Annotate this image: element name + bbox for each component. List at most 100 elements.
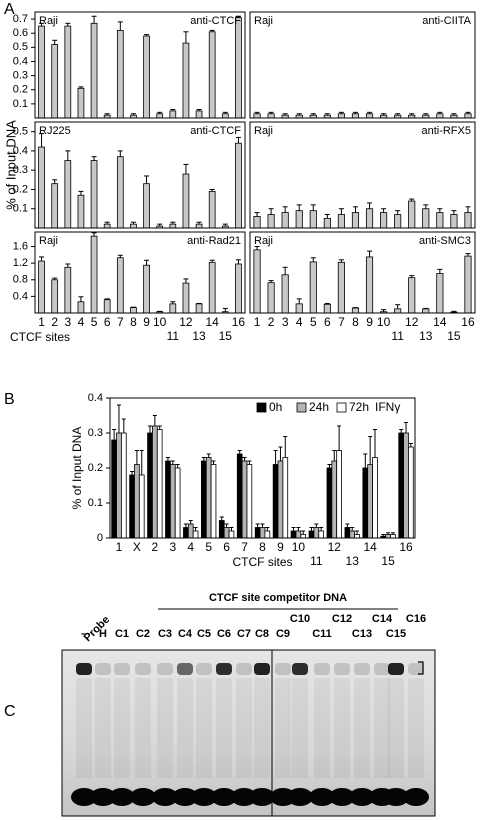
bar — [208, 261, 216, 314]
x-tick-label: 15 — [447, 329, 461, 343]
bar — [235, 17, 242, 119]
bar — [267, 214, 275, 229]
x-tick-label: 8 — [130, 315, 137, 329]
x-tick-label: 4 — [187, 540, 194, 554]
lane-label: C7 — [237, 628, 251, 640]
bar — [223, 527, 230, 539]
bar — [253, 249, 261, 314]
y-tick-label: 0.4 — [13, 145, 28, 157]
free-probe-band — [329, 788, 355, 806]
y-tick-label: 0.1 — [13, 98, 28, 110]
lane-label: C11 — [312, 628, 332, 640]
bar — [38, 146, 45, 229]
y-tick-label: 0.2 — [88, 462, 103, 474]
x-tick-label: 11 — [167, 329, 180, 343]
x-tick-label: 1 — [116, 540, 123, 554]
smear — [408, 678, 424, 778]
bar — [182, 173, 190, 229]
bar — [464, 255, 472, 314]
shifted-band — [114, 663, 130, 675]
bar — [143, 35, 150, 119]
bar — [337, 214, 345, 229]
lane-label: C15 — [386, 628, 406, 640]
bar — [308, 530, 315, 539]
bar — [77, 194, 85, 229]
plot-frame — [249, 11, 476, 119]
x-tick-label: 7 — [241, 540, 248, 554]
lane-label: C14 — [372, 613, 393, 625]
x-tick-label: 12 — [328, 540, 342, 554]
panel-label: A — [4, 1, 15, 18]
lane-label: C16 — [406, 613, 426, 625]
x-tick-label: 7 — [117, 315, 124, 329]
bar — [147, 432, 153, 539]
panel-label: C — [4, 703, 16, 720]
x-axis-label: CTCF sites — [233, 555, 293, 569]
smear — [95, 678, 111, 778]
bar — [208, 190, 216, 229]
plot-frame — [109, 397, 416, 539]
bar — [64, 25, 72, 119]
y-tick-label: 0.5 — [13, 126, 28, 138]
smear — [216, 678, 232, 778]
bar — [408, 446, 414, 539]
lane-label: C13 — [352, 628, 372, 640]
legend-title: IFNγ — [375, 400, 400, 414]
bar — [323, 303, 331, 314]
bar — [152, 425, 158, 539]
bar — [156, 429, 163, 539]
bar — [337, 261, 345, 314]
bar — [187, 523, 194, 539]
antibody-label: anti-SMC3 — [419, 235, 471, 247]
bar — [464, 113, 472, 119]
x-tick-label: 1 — [38, 315, 45, 329]
antibody-label: anti-RFX5 — [421, 125, 471, 137]
bar — [130, 223, 137, 229]
bar — [235, 263, 242, 314]
bar — [174, 467, 181, 539]
bar — [195, 223, 203, 229]
bar — [372, 457, 378, 539]
bar — [165, 460, 171, 539]
shifted-band — [76, 663, 92, 675]
y-tick-label: 0.5 — [13, 41, 28, 53]
x-tick-label: 7 — [338, 315, 345, 329]
lane-label: C9 — [276, 628, 290, 640]
legend-swatch — [336, 402, 347, 413]
bar — [394, 214, 402, 229]
free-probe-band — [231, 788, 257, 806]
x-tick-label: 15 — [219, 329, 233, 343]
bar — [264, 530, 271, 539]
x-tick-label: 8 — [259, 540, 266, 554]
bar — [281, 212, 289, 229]
bar — [116, 29, 124, 119]
shifted-band — [388, 663, 404, 675]
free-probe-band — [211, 788, 237, 806]
bar — [241, 460, 248, 539]
x-tick-label: 13 — [346, 554, 360, 568]
x-tick-label: 4 — [296, 315, 303, 329]
bar — [259, 527, 266, 539]
panel-label: B — [4, 391, 15, 408]
bar — [169, 464, 176, 539]
bar — [183, 527, 189, 539]
y-tick-label: 0.2 — [13, 183, 28, 195]
smear — [196, 678, 212, 778]
bar — [326, 467, 333, 539]
y-tick-label: 0.1 — [88, 497, 103, 509]
bar — [351, 113, 360, 119]
smear — [135, 678, 151, 778]
bar — [77, 301, 85, 314]
bar — [367, 464, 373, 539]
bar — [281, 274, 289, 314]
bar — [365, 256, 374, 314]
x-tick-label: 9 — [143, 315, 150, 329]
bar — [195, 110, 203, 119]
bar — [169, 303, 177, 314]
bar — [436, 212, 444, 229]
bar — [116, 257, 124, 314]
bar — [267, 113, 275, 119]
bar — [221, 113, 229, 119]
lane-label: C6 — [217, 628, 231, 640]
